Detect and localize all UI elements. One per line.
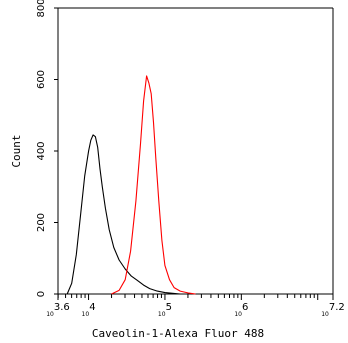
- x-axis-label: Caveolin-1-Alexa Fluor 488: [92, 327, 264, 340]
- x-axis-ticks: 103.6 104 105 106 107.2: [46, 294, 345, 318]
- y-tick-label: 600: [36, 70, 47, 89]
- x-tick-label: 106: [234, 302, 248, 318]
- x-tick-label: 107.2: [321, 302, 345, 318]
- y-axis-label: Count: [10, 134, 23, 167]
- y-axis-ticks: 0 200 400 600 800: [36, 0, 58, 297]
- y-tick-label: 800: [36, 0, 47, 18]
- y-tick-label: 0: [36, 291, 47, 297]
- histogram-series-2: [111, 75, 196, 295]
- series-layer: [66, 75, 196, 295]
- y-tick-label: 200: [36, 213, 47, 232]
- x-tick-label: 105: [158, 302, 172, 318]
- histogram-series-1: [66, 134, 181, 295]
- x-tick-label: 104: [82, 302, 96, 318]
- plot-frame: [57, 7, 334, 295]
- y-tick-label: 400: [36, 141, 47, 160]
- x-tick-label: 103.6: [46, 302, 70, 318]
